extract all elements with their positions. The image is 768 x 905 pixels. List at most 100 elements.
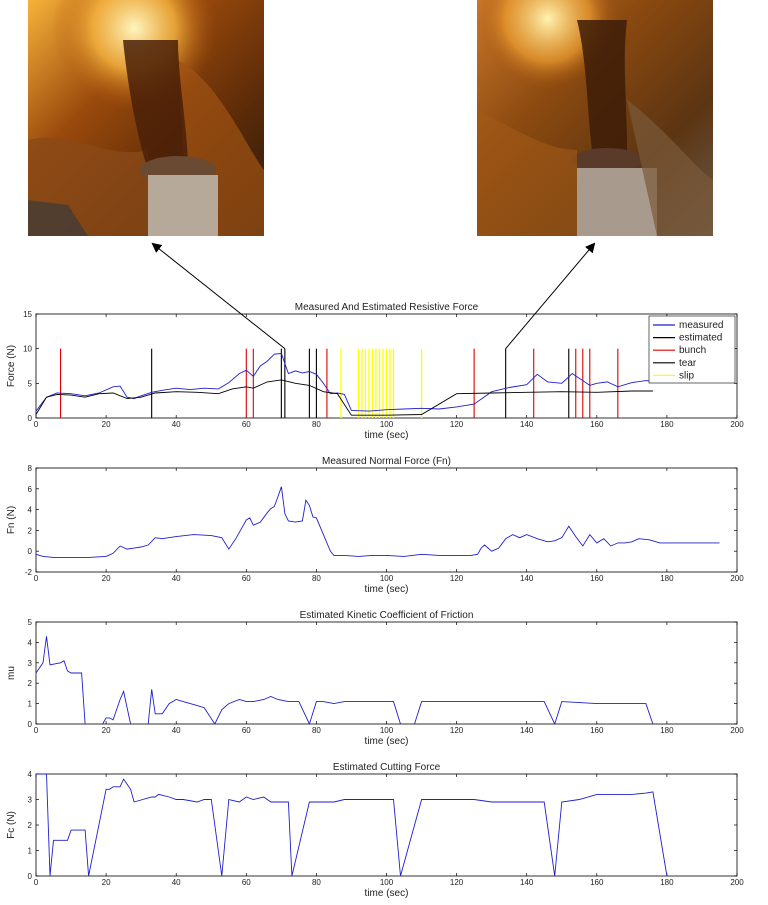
plot-area — [36, 636, 720, 724]
photo-tear — [477, 0, 713, 236]
x-tick-label: 120 — [450, 420, 464, 429]
x-tick-label: 40 — [172, 878, 181, 887]
x-tick-label: 200 — [730, 878, 744, 887]
x-tick-label: 180 — [660, 420, 674, 429]
chart-2: Measured Normal Force (Fn)0 20 40 60 80 100 12… — [6, 456, 744, 595]
x-tick-label: 160 — [590, 574, 604, 583]
y-tick-label: 4 — [28, 770, 33, 779]
axes-frame — [35, 467, 738, 573]
x-tick-label: 0 — [34, 726, 39, 735]
chart-title: Estimated Cutting Force — [333, 762, 441, 773]
y-tick-label: 4 — [28, 506, 33, 515]
x-tick-label: 200 — [730, 574, 744, 583]
y-tick-label: 2 — [28, 821, 33, 830]
photo-bunch — [28, 0, 264, 236]
x-tick-label: 120 — [450, 726, 464, 735]
y-tick-label: 15 — [23, 310, 32, 319]
x-tick-label: 20 — [102, 726, 111, 735]
x-tick-label: 40 — [172, 726, 181, 735]
x-tick-label: 140 — [520, 726, 534, 735]
x-axis-label: time (sec) — [365, 888, 409, 899]
axes-frame — [35, 621, 738, 725]
x-tick-label: 80 — [312, 726, 321, 735]
legend-label-bunch: bunch — [679, 345, 706, 356]
y-tick-label: 0 — [28, 872, 33, 881]
x-tick-label: 20 — [102, 574, 111, 583]
legend-box — [648, 315, 736, 384]
x-tick-label: 60 — [242, 574, 251, 583]
x-tick-label: 100 — [380, 726, 394, 735]
y-axis-label: Fc (N) — [6, 811, 17, 839]
x-tick-label: 40 — [172, 574, 181, 583]
x-tick-label: 20 — [102, 878, 111, 887]
plot-area — [36, 774, 720, 876]
x-tick-label: 100 — [380, 420, 394, 429]
x-tick-label: 160 — [590, 726, 604, 735]
x-axis-label: time (sec) — [365, 584, 409, 595]
x-tick-label: 60 — [242, 878, 251, 887]
y-tick-label: 2 — [28, 526, 33, 535]
y-tick-label: 1 — [28, 700, 33, 709]
series-line-s0 — [36, 774, 720, 876]
x-tick-label: 160 — [590, 878, 604, 887]
chart-3: Estimated Kinetic Coefficient of Frictio… — [6, 610, 744, 747]
x-tick-label: 120 — [450, 574, 464, 583]
chart-1: Measured And Estimated Resistive Force 0 2… — [6, 302, 744, 441]
x-tick-label: 160 — [590, 420, 604, 429]
x-tick-label: 60 — [242, 726, 251, 735]
x-tick-label: 180 — [660, 878, 674, 887]
series-line-s0 — [36, 636, 720, 724]
plot-area — [36, 486, 720, 558]
y-tick-label: 1 — [28, 847, 33, 856]
x-tick-label: 140 — [520, 574, 534, 583]
y-tick-label: 0 — [28, 720, 33, 729]
y-tick-label: 5 — [28, 379, 33, 388]
chart-title: Measured Normal Force (Fn) — [322, 456, 451, 467]
x-tick-label: 0 — [34, 574, 39, 583]
y-tick-label: 6 — [28, 485, 33, 494]
x-tick-label: 80 — [312, 878, 321, 887]
y-axis-label: Fn (N) — [6, 506, 17, 534]
x-tick-label: 80 — [312, 574, 321, 583]
y-tick-label: 0 — [28, 547, 33, 556]
series-line-measured — [36, 353, 653, 412]
x-tick-label: 100 — [380, 574, 394, 583]
y-tick-label: 2 — [28, 679, 33, 688]
axes-frame — [35, 773, 738, 877]
x-tick-label: 120 — [450, 878, 464, 887]
y-tick-label: -2 — [25, 568, 33, 577]
plot-area — [36, 348, 653, 418]
x-tick-label: 80 — [312, 420, 321, 429]
y-tick-label: 3 — [28, 796, 33, 805]
x-tick-label: 20 — [102, 420, 111, 429]
y-tick-label: 5 — [28, 618, 33, 627]
x-tick-label: 180 — [660, 574, 674, 583]
chart-title: Estimated Kinetic Coefficient of Frictio… — [300, 610, 474, 621]
x-tick-label: 200 — [730, 420, 744, 429]
x-tick-label: 180 — [660, 726, 674, 735]
y-tick-label: 3 — [28, 659, 33, 668]
x-axis-label: time (sec) — [365, 736, 409, 747]
y-axis-label: mu — [6, 666, 17, 680]
legend-label-slip: slip — [679, 370, 694, 381]
legend-label-estimated: estimated — [679, 333, 722, 344]
x-tick-label: 0 — [34, 878, 39, 887]
x-tick-label: 200 — [730, 726, 744, 735]
x-tick-label: 100 — [380, 878, 394, 887]
x-tick-label: 140 — [520, 878, 534, 887]
chart-title: Measured And Estimated Resistive Force — [295, 302, 479, 313]
y-tick-label: 8 — [28, 464, 33, 473]
y-axis-label: Force (N) — [6, 345, 17, 387]
legend-label-tear: tear — [679, 358, 697, 369]
x-axis-label: time (sec) — [365, 430, 409, 441]
legend-label-measured: measured — [679, 320, 723, 331]
x-tick-label: 40 — [172, 420, 181, 429]
x-tick-label: 60 — [242, 420, 251, 429]
x-tick-label: 140 — [520, 420, 534, 429]
series-line-estimated — [36, 379, 653, 416]
y-tick-label: 10 — [23, 345, 32, 354]
y-tick-label: 0 — [28, 414, 33, 423]
series-line-s0 — [36, 486, 720, 558]
